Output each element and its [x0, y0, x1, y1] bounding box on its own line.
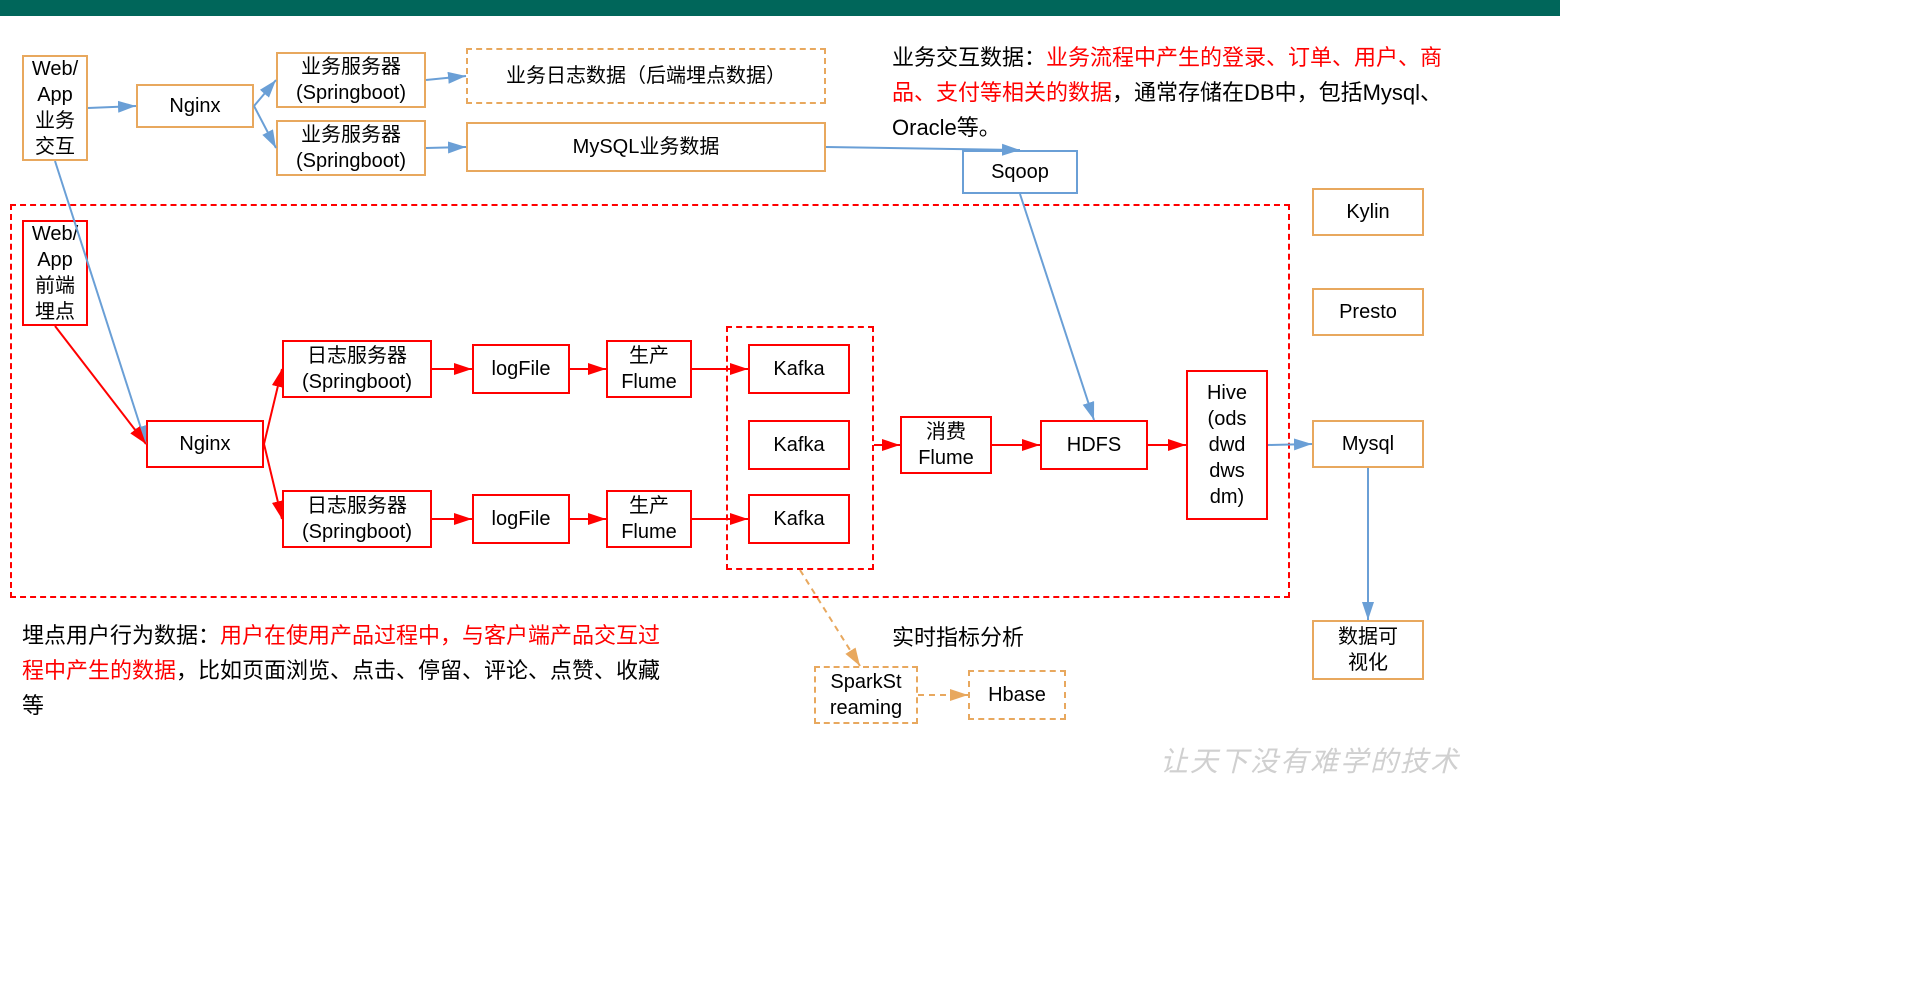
node-biz_log: 业务日志数据（后端埋点数据） — [466, 48, 826, 104]
node-sqoop: Sqoop — [962, 150, 1078, 194]
annotation-tracking-data: 埋点用户行为数据：用户在使用产品过程中，与客户端产品交互过程中产生的数据，比如页… — [22, 618, 662, 724]
node-web_front: Web/ App 前端 埋点 — [22, 220, 88, 326]
node-nginx2: Nginx — [146, 420, 264, 468]
watermark-text: 让天下没有难学的技术 — [1160, 740, 1460, 780]
node-mysql_biz: MySQL业务数据 — [466, 122, 826, 172]
node-kafka1: Kafka — [748, 344, 850, 394]
node-pflume2: 生产 Flume — [606, 490, 692, 548]
annot-label: 业务交互数据： — [892, 45, 1046, 70]
node-cflume: 消费 Flume — [900, 416, 992, 474]
annot-label: 埋点用户行为数据： — [22, 623, 220, 648]
top-bar — [0, 0, 1560, 16]
node-kafka3: Kafka — [748, 494, 850, 544]
arrow — [254, 106, 276, 148]
arrow — [426, 147, 466, 148]
node-hive: Hive (ods dwd dws dm) — [1186, 370, 1268, 520]
node-biz_srv1: 业务服务器 (Springboot) — [276, 52, 426, 108]
arrow — [88, 106, 136, 108]
node-mysql_out: Mysql — [1312, 420, 1424, 468]
node-kafka2: Kafka — [748, 420, 850, 470]
node-web_biz: Web/ App 业务 交互 — [22, 55, 88, 161]
node-logfile1: logFile — [472, 344, 570, 394]
node-pflume1: 生产 Flume — [606, 340, 692, 398]
annotation-business-data: 业务交互数据：业务流程中产生的登录、订单、用户、商品、支付等相关的数据，通常存储… — [892, 40, 1452, 146]
node-log_srv1: 日志服务器 (Springboot) — [282, 340, 432, 398]
arrow — [254, 80, 276, 106]
node-logfile2: logFile — [472, 494, 570, 544]
realtime-text: 实时指标分析 — [892, 625, 1024, 650]
arrow — [426, 76, 466, 80]
annotation-realtime: 实时指标分析 — [892, 620, 1024, 655]
node-vis: 数据可 视化 — [1312, 620, 1424, 680]
node-hbase: Hbase — [968, 670, 1066, 720]
node-log_srv2: 日志服务器 (Springboot) — [282, 490, 432, 548]
node-nginx1: Nginx — [136, 84, 254, 128]
node-biz_srv2: 业务服务器 (Springboot) — [276, 120, 426, 176]
node-kylin: Kylin — [1312, 188, 1424, 236]
node-hdfs: HDFS — [1040, 420, 1148, 470]
node-presto: Presto — [1312, 288, 1424, 336]
node-sparkst: SparkSt reaming — [814, 666, 918, 724]
